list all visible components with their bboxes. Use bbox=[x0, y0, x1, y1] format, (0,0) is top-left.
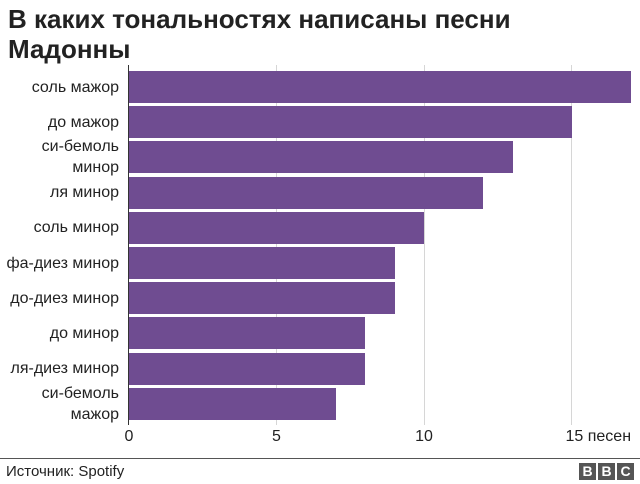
category-label: фа-диез минор bbox=[6, 254, 119, 272]
chart-title: В каких тональностях написаны песни Мадо… bbox=[8, 4, 511, 64]
source-note: Источник: Spotify bbox=[6, 463, 125, 480]
category-label: си-бемоль минор bbox=[41, 138, 119, 177]
bar-6 bbox=[129, 282, 395, 315]
bar-7 bbox=[129, 317, 365, 350]
plot-area: соль мажор до мажор си-бемоль минор ля мино… bbox=[0, 65, 640, 430]
bar-2 bbox=[129, 141, 513, 174]
x-tick-label: 15 песен bbox=[565, 428, 632, 445]
bar-8 bbox=[129, 352, 365, 385]
category-label: соль минор bbox=[33, 219, 119, 237]
gridline-5 bbox=[276, 65, 277, 425]
category-label: ля минор bbox=[49, 184, 119, 202]
bar-5 bbox=[129, 247, 395, 279]
category-label: соль мажор bbox=[31, 78, 119, 96]
bar-9 bbox=[129, 387, 336, 420]
footer-divider bbox=[0, 458, 640, 459]
x-tick-label: 5 bbox=[272, 428, 281, 445]
logo-letter: B bbox=[579, 463, 596, 480]
bar-0 bbox=[129, 71, 631, 103]
x-tick-label: 10 bbox=[415, 428, 433, 445]
gridline-10 bbox=[424, 65, 425, 425]
bar-4 bbox=[129, 211, 424, 244]
logo-letter: B bbox=[598, 463, 615, 480]
category-label: си-бемоль мажор bbox=[41, 384, 119, 423]
category-label: до-диез минор bbox=[10, 289, 119, 307]
category-label: до мажор bbox=[47, 113, 119, 131]
bar-3 bbox=[129, 176, 483, 209]
gridline-15 bbox=[571, 65, 572, 425]
bbc-logo: B B C bbox=[579, 463, 634, 480]
logo-letter: C bbox=[617, 463, 634, 480]
x-tick-label: 0 bbox=[124, 428, 134, 445]
bar-1 bbox=[129, 106, 572, 139]
category-label: до минор bbox=[49, 324, 119, 342]
y-axis-line bbox=[128, 65, 129, 425]
category-label: ля-диез минор bbox=[10, 360, 120, 378]
